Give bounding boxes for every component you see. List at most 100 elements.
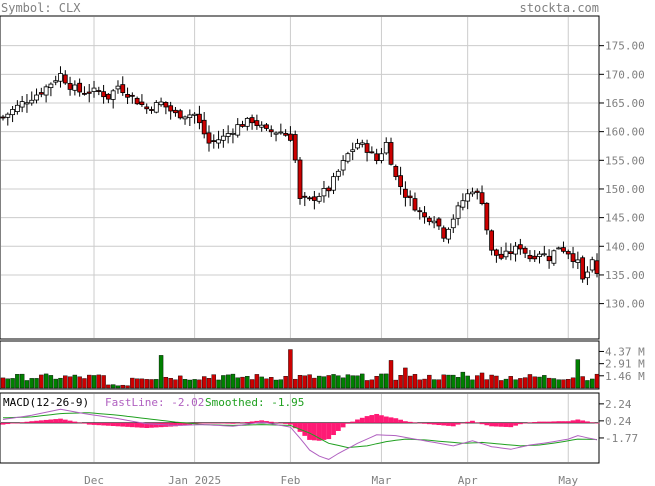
candle-up bbox=[225, 133, 231, 137]
macd-histogram-bar bbox=[201, 422, 207, 424]
macd-histogram-bar bbox=[86, 422, 92, 425]
volume-bar bbox=[182, 379, 188, 389]
candle-down bbox=[527, 254, 533, 260]
macd-histogram-bar bbox=[426, 422, 432, 425]
macd-histogram-bar bbox=[149, 422, 154, 428]
macd-histogram-bar bbox=[537, 421, 542, 423]
grid bbox=[1, 17, 598, 462]
candle-up bbox=[383, 142, 389, 154]
volume-bar bbox=[489, 374, 494, 389]
macd-histogram-bar bbox=[513, 422, 518, 426]
candle-down bbox=[297, 159, 303, 199]
candle-down bbox=[369, 151, 375, 154]
volume-bar bbox=[43, 373, 49, 389]
macd-histogram-bar bbox=[398, 419, 403, 423]
candle-up bbox=[340, 160, 346, 171]
candle-up bbox=[43, 86, 49, 96]
candle-up bbox=[446, 228, 451, 240]
candle-up bbox=[216, 139, 221, 144]
candle-up bbox=[19, 101, 25, 108]
date-label: Apr bbox=[458, 474, 478, 486]
volume-bar bbox=[173, 379, 178, 389]
candle-up bbox=[273, 132, 279, 135]
candle-up bbox=[29, 99, 35, 104]
candle-up bbox=[220, 135, 226, 141]
price-axis: 175.00 170.00 165.00 160.00 155.00 150.00 145.… bbox=[599, 40, 645, 311]
candle-up bbox=[379, 153, 384, 161]
price-tick-label: 175.00 bbox=[605, 40, 645, 53]
price-tick-label: 130.00 bbox=[605, 298, 645, 311]
price-tick-label: 145.00 bbox=[605, 212, 645, 225]
volume-bar bbox=[293, 378, 298, 389]
candle-down bbox=[402, 188, 408, 198]
volume-bar bbox=[470, 379, 475, 389]
volume-bar bbox=[206, 378, 212, 389]
volume-bar bbox=[393, 379, 399, 389]
macd-histogram-bar bbox=[0, 422, 6, 425]
volume-bar bbox=[503, 378, 509, 389]
candle-down bbox=[311, 196, 317, 201]
volume-bar bbox=[264, 378, 269, 389]
price-panel-frame bbox=[0, 15, 600, 340]
macd-histogram-bar bbox=[264, 421, 269, 423]
volume-bar bbox=[527, 374, 533, 389]
macd-histogram-bar bbox=[561, 421, 566, 423]
volume-bar bbox=[369, 379, 375, 389]
macd-histogram-bar bbox=[345, 422, 351, 424]
volume-bar bbox=[431, 379, 437, 389]
candle-down bbox=[426, 217, 432, 222]
candle-down bbox=[407, 195, 413, 199]
candle-down bbox=[283, 133, 289, 136]
candle-up bbox=[355, 143, 360, 149]
macd-histogram-bar bbox=[273, 422, 279, 423]
macd-histogram-bar bbox=[38, 420, 44, 423]
volume-bar bbox=[87, 374, 92, 389]
volume-bar bbox=[360, 373, 365, 389]
candle-down bbox=[546, 255, 552, 262]
macd-histogram-bar bbox=[422, 422, 427, 424]
macd-histogram-bar bbox=[484, 422, 490, 426]
candle-up bbox=[359, 142, 365, 145]
volume-bar bbox=[513, 379, 518, 389]
macd-histogram-bar bbox=[5, 422, 11, 425]
volume-bar bbox=[144, 379, 149, 389]
candle-up bbox=[537, 253, 542, 257]
candle-down bbox=[374, 153, 380, 162]
price-tick-label: 165.00 bbox=[605, 97, 645, 110]
candle-down bbox=[436, 218, 442, 227]
candle-down bbox=[101, 91, 106, 98]
candle-down bbox=[67, 83, 73, 90]
volume-bar bbox=[494, 375, 499, 389]
candle-down bbox=[398, 175, 403, 188]
macd-histogram-bar bbox=[211, 422, 217, 424]
candle-up bbox=[182, 116, 188, 120]
volume-bar bbox=[249, 379, 255, 389]
candle-up bbox=[230, 132, 236, 135]
date-label: Jan 2025 bbox=[168, 474, 221, 486]
date-label: Mar bbox=[371, 474, 391, 486]
volume-bar bbox=[532, 376, 537, 389]
volume-bar bbox=[24, 380, 30, 389]
macd-histogram-bar bbox=[144, 422, 150, 428]
volume-bar bbox=[307, 374, 312, 389]
candle-down bbox=[77, 82, 83, 93]
macd-histogram-bar bbox=[235, 422, 241, 424]
macd-histogram-bar bbox=[541, 421, 547, 423]
macd-histogram-bar bbox=[316, 422, 322, 441]
volume-bar bbox=[522, 377, 528, 389]
volume-bar bbox=[192, 379, 197, 389]
macd-histogram-bar bbox=[244, 422, 250, 423]
volume-bar bbox=[537, 376, 542, 389]
macd-histogram-bar bbox=[379, 415, 384, 423]
candle-down bbox=[292, 134, 298, 161]
macd-histogram-bar bbox=[546, 421, 552, 423]
candle-down bbox=[249, 117, 255, 124]
candle-up bbox=[244, 118, 250, 127]
macd-histogram-bar bbox=[182, 422, 188, 426]
macd-histogram-bar bbox=[522, 422, 528, 424]
candle-down bbox=[479, 192, 485, 205]
volume-bar bbox=[245, 376, 250, 389]
volume-bar bbox=[326, 375, 331, 389]
macd-tick-label: -1.77 bbox=[605, 432, 638, 445]
volume-bar bbox=[235, 377, 240, 389]
